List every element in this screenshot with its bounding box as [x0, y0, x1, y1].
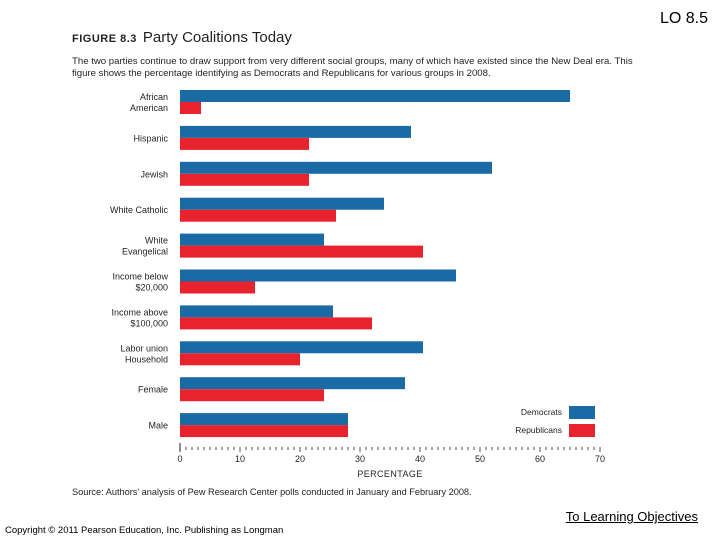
bar-democrats-7 [180, 341, 423, 354]
figure-number: FIGURE 8.3 [72, 33, 137, 45]
x-tick-label-20: 20 [295, 454, 305, 464]
bar-democrats-0 [180, 90, 570, 102]
category-label-5-line-1: $20,000 [135, 283, 168, 293]
bar-republicans-7 [180, 353, 300, 366]
category-label-9-line-0: Male [148, 421, 168, 431]
copyright-notice: Copyright © 2011 Pearson Education, Inc.… [5, 525, 284, 536]
bar-republicans-1 [180, 137, 309, 150]
category-label-1-line-0: Hispanic [133, 133, 168, 143]
bar-republicans-6 [180, 317, 372, 330]
bar-republicans-0 [180, 102, 201, 114]
x-tick-label-30: 30 [355, 454, 365, 464]
category-label-2-line-0: Jewish [140, 169, 168, 179]
legend-swatch-republicans [569, 424, 595, 437]
x-tick-label-50: 50 [475, 454, 485, 464]
category-label-4-line-0: White [145, 236, 168, 246]
category-label-4-line-1: Evangelical [122, 247, 168, 257]
figure-caption: The two parties continue to draw support… [72, 56, 633, 79]
category-label-3-line-0: White Catholic [110, 205, 169, 215]
legend-label-democrats: Democrats [521, 407, 562, 417]
x-axis-title: PERCENTAGE [357, 469, 422, 479]
bar-democrats-2 [180, 161, 492, 174]
x-tick-label-60: 60 [535, 454, 545, 464]
learning-objective-label: LO 8.5 [659, 10, 708, 27]
category-label-6-line-1: $100,000 [130, 318, 168, 328]
bar-republicans-3 [180, 209, 336, 222]
figure-title-text: Party Coalitions Today [142, 29, 292, 46]
bar-republicans-5 [180, 281, 255, 294]
category-label-7-line-1: Household [125, 354, 168, 364]
x-tick-label-10: 10 [235, 454, 245, 464]
category-label-8-line-0: Female [138, 385, 168, 395]
legend-label-republicans: Republicans [515, 425, 562, 435]
category-label-5-line-0: Income below [112, 272, 168, 282]
bar-democrats-4 [180, 233, 324, 246]
source-note: Source: Authors' analysis of Pew Researc… [72, 487, 472, 497]
learning-objectives-link[interactable]: To Learning Objectives [565, 509, 698, 524]
x-tick-label-40: 40 [415, 454, 425, 464]
bar-democrats-3 [180, 197, 384, 210]
bar-republicans-9 [180, 425, 348, 438]
category-label-0-line-1: American [130, 103, 168, 113]
bar-democrats-8 [180, 377, 405, 390]
legend-swatch-democrats [569, 406, 595, 419]
bar-republicans-8 [180, 389, 324, 402]
bar-democrats-9 [180, 413, 348, 426]
x-tick-label-70: 70 [595, 454, 605, 464]
x-tick-label-0: 0 [177, 454, 182, 464]
figure-title: FIGURE 8.3 Party Coalitions Today [72, 29, 292, 46]
category-label-7-line-0: Labor union [120, 343, 168, 353]
category-label-6-line-0: Income above [111, 307, 168, 317]
category-label-0-line-0: African [140, 92, 168, 102]
bar-democrats-6 [180, 305, 333, 318]
bar-democrats-1 [180, 125, 411, 138]
bar-democrats-5 [180, 269, 456, 282]
bar-republicans-4 [180, 245, 423, 258]
bar-republicans-2 [180, 173, 309, 186]
